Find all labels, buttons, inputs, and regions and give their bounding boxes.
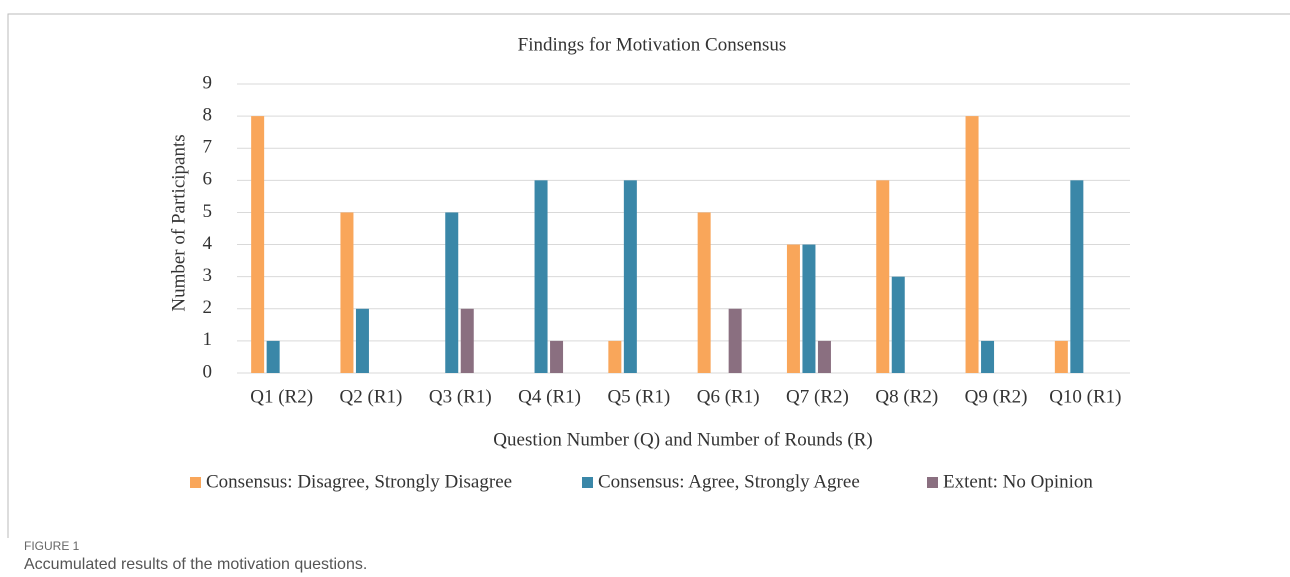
bar <box>608 340 622 373</box>
y-tick-label: 7 <box>203 137 213 158</box>
x-tick-label: Q6 (R1) <box>697 386 760 407</box>
bar <box>728 308 742 373</box>
x-tick-label: Q5 (R1) <box>607 386 670 407</box>
legend-label: Consensus: Disagree, Strongly Disagree <box>206 471 512 492</box>
bar <box>817 340 831 373</box>
bar <box>697 212 711 373</box>
bar <box>1070 180 1084 373</box>
legend-swatch <box>190 477 201 488</box>
figure-caption: Accumulated results of the motivation qu… <box>24 556 367 573</box>
bar <box>891 276 905 373</box>
bar <box>965 116 979 373</box>
bar <box>251 116 265 373</box>
y-tick-label: 4 <box>203 233 213 254</box>
chart-title: Findings for Motivation Consensus <box>518 34 787 55</box>
y-tick-label: 1 <box>203 329 213 350</box>
bar <box>355 308 369 373</box>
bar <box>876 180 890 373</box>
x-tick-label: Q10 (R1) <box>1049 386 1121 407</box>
x-tick-label: Q4 (R1) <box>518 386 581 407</box>
x-tick-label: Q3 (R1) <box>429 386 492 407</box>
bar <box>534 180 548 373</box>
x-tick-label: Q7 (R2) <box>786 386 849 407</box>
bar <box>623 180 637 373</box>
y-tick-label: 3 <box>203 265 213 286</box>
bar <box>1054 340 1068 373</box>
bar <box>786 244 800 373</box>
bar <box>266 340 280 373</box>
figure-label: FIGURE 1 <box>24 539 80 553</box>
legend-swatch <box>582 477 593 488</box>
x-tick-label: Q9 (R2) <box>965 386 1028 407</box>
y-tick-label: 8 <box>203 104 213 125</box>
x-axis-label: Question Number (Q) and Number of Rounds… <box>493 429 872 450</box>
bar <box>340 212 354 373</box>
bar <box>802 244 816 373</box>
y-tick-label: 2 <box>203 297 213 318</box>
y-tick-label: 5 <box>203 201 213 222</box>
legend-label: Extent: No Opinion <box>943 471 1093 492</box>
figure-frame <box>7 13 1290 538</box>
legend-swatch <box>927 477 938 488</box>
y-tick-label: 0 <box>203 361 213 382</box>
x-tick-label: Q1 (R2) <box>250 386 313 407</box>
bar <box>550 340 564 373</box>
bar <box>981 340 995 373</box>
bar <box>460 308 474 373</box>
y-tick-label: 6 <box>203 169 213 190</box>
y-axis-label: Number of Participants <box>168 134 189 311</box>
legend-label: Consensus: Agree, Strongly Agree <box>598 471 860 492</box>
y-tick-label: 9 <box>203 72 213 93</box>
bar <box>445 212 459 373</box>
x-tick-label: Q2 (R1) <box>340 386 403 407</box>
x-tick-label: Q8 (R2) <box>875 386 938 407</box>
